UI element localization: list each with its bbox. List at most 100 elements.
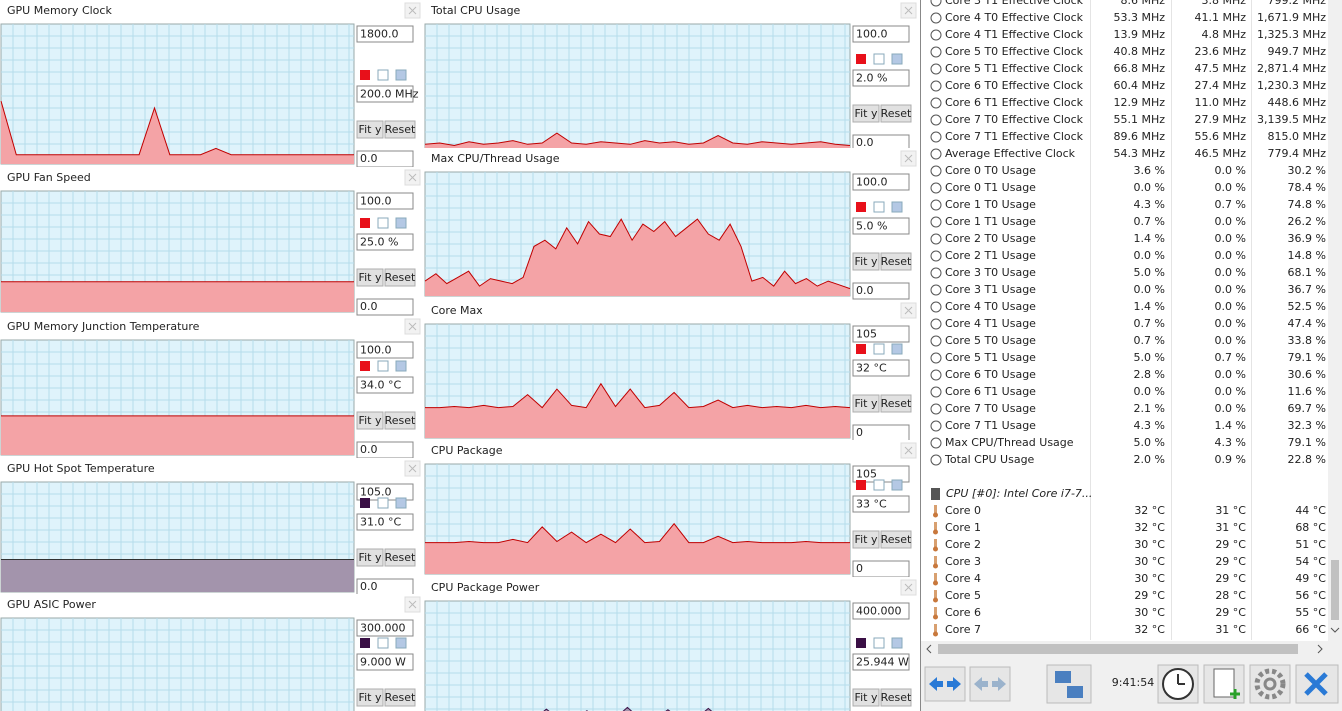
min-box[interactable]: [356, 298, 414, 316]
swatch[interactable]: [360, 70, 370, 80]
swatch[interactable]: [360, 218, 370, 228]
sensor-value: 47.5 MHz: [1194, 62, 1246, 75]
swatch[interactable]: [873, 637, 885, 649]
max-box[interactable]: [356, 25, 414, 43]
sensor-value: 0.0 %: [1215, 215, 1246, 228]
fit-button[interactable]: [356, 268, 384, 287]
sensor-label: Core 4 T0 Effective Clock: [945, 11, 1084, 24]
current-box: [852, 495, 910, 513]
reset-button[interactable]: [384, 120, 416, 139]
swatch[interactable]: [377, 360, 389, 372]
swatch[interactable]: [395, 360, 407, 372]
sensor-value: 0.7 %: [1215, 198, 1246, 211]
swatch[interactable]: [360, 498, 370, 508]
sensor-icon: [930, 454, 942, 466]
swatch[interactable]: [395, 217, 407, 229]
fit-button[interactable]: [356, 120, 384, 139]
swatch[interactable]: [873, 53, 885, 65]
sensor-value: 2,871.4 MHz: [1257, 62, 1326, 75]
reset-button[interactable]: [880, 104, 912, 123]
fit-button[interactable]: [852, 530, 880, 549]
swatch[interactable]: [856, 480, 866, 490]
sensor-icon: [930, 12, 942, 24]
graph-area: [424, 23, 851, 149]
swatch[interactable]: [856, 202, 866, 212]
swatch[interactable]: [891, 201, 903, 213]
scrollbars: [921, 0, 1342, 657]
fit-button[interactable]: [852, 394, 880, 413]
fit-label: Fit y: [359, 551, 382, 564]
reset-button[interactable]: [880, 530, 912, 549]
sensor-value: 0.0 %: [1215, 300, 1246, 313]
graph-panel: Max CPU/Thread Usage 100.0 5.0 % Fit y Reset…: [424, 148, 920, 300]
gear-icon: [1254, 668, 1286, 700]
swatch[interactable]: [873, 201, 885, 213]
swatch[interactable]: [395, 69, 407, 81]
sensor-icon: [930, 199, 942, 211]
reset-button[interactable]: [384, 688, 416, 707]
sensor-value: 89.6 MHz: [1113, 130, 1165, 143]
sensor-icon: [930, 46, 942, 58]
v-thumb[interactable]: [1331, 560, 1339, 620]
sensor-value: 0.0 %: [1134, 181, 1165, 194]
swatch[interactable]: [891, 343, 903, 355]
fit-button[interactable]: [852, 688, 880, 707]
max-value: 400.000: [856, 605, 902, 618]
max-box[interactable]: [356, 192, 414, 210]
sensor-value: 4.8 MHz: [1201, 28, 1246, 41]
swatch[interactable]: [377, 637, 389, 649]
graph-panel: GPU Memory Clock 1800.0 200.0 MHz Fit y Rese…: [0, 0, 424, 168]
fit-button[interactable]: [356, 411, 384, 430]
swatch[interactable]: [856, 344, 866, 354]
fit-button[interactable]: [852, 252, 880, 271]
sensor-value: 0.7 %: [1215, 351, 1246, 364]
sensor-label: Core 0: [945, 504, 981, 517]
reset-button[interactable]: [880, 394, 912, 413]
trace-fill: [425, 523, 850, 574]
scroll-down[interactable]: [1330, 627, 1340, 633]
max-box[interactable]: [852, 173, 910, 191]
swatch[interactable]: [856, 638, 866, 648]
max-box[interactable]: [852, 25, 910, 43]
max-box[interactable]: [356, 341, 414, 359]
sensor-value: 30.2 %: [1288, 164, 1326, 177]
max-box[interactable]: [356, 619, 414, 637]
reset-button[interactable]: [880, 252, 912, 271]
sensor-icon: [930, 352, 942, 364]
sensor-value: 2.0 %: [1134, 453, 1165, 466]
swatch[interactable]: [856, 54, 866, 64]
swatch[interactable]: [377, 69, 389, 81]
reset-button[interactable]: [384, 548, 416, 567]
reset-button[interactable]: [384, 268, 416, 287]
reset-button[interactable]: [880, 688, 912, 707]
v-scrollbar[interactable]: [1328, 0, 1342, 641]
swatch[interactable]: [395, 497, 407, 509]
sensor-value: 66.8 MHz: [1113, 62, 1165, 75]
scroll-arrows[interactable]: [926, 644, 1323, 654]
sensor-value: 30 °C: [1134, 606, 1165, 619]
graph-panel: CPU Package 105 33 °C Fit y Reset 0: [424, 440, 920, 578]
sensor-label: Core 6 T0 Effective Clock: [945, 79, 1084, 92]
h-thumb[interactable]: [938, 644, 1298, 654]
fit-button[interactable]: [356, 688, 384, 707]
max-box[interactable]: [852, 325, 910, 343]
swatch[interactable]: [395, 637, 407, 649]
max-box[interactable]: [852, 602, 910, 620]
swatch[interactable]: [873, 479, 885, 491]
fit-button[interactable]: [356, 548, 384, 567]
swatch[interactable]: [873, 343, 885, 355]
swatch[interactable]: [891, 637, 903, 649]
swatch[interactable]: [360, 638, 370, 648]
swatch[interactable]: [360, 361, 370, 371]
fit-button[interactable]: [852, 104, 880, 123]
reset-button[interactable]: [384, 411, 416, 430]
swatch[interactable]: [891, 53, 903, 65]
swatch[interactable]: [377, 217, 389, 229]
sensor-value: 4.3 %: [1215, 436, 1246, 449]
swatch[interactable]: [891, 479, 903, 491]
min-box[interactable]: [852, 282, 910, 300]
sensor-label: Core 7: [945, 623, 981, 636]
current-box: [356, 653, 414, 671]
swatch[interactable]: [377, 497, 389, 509]
